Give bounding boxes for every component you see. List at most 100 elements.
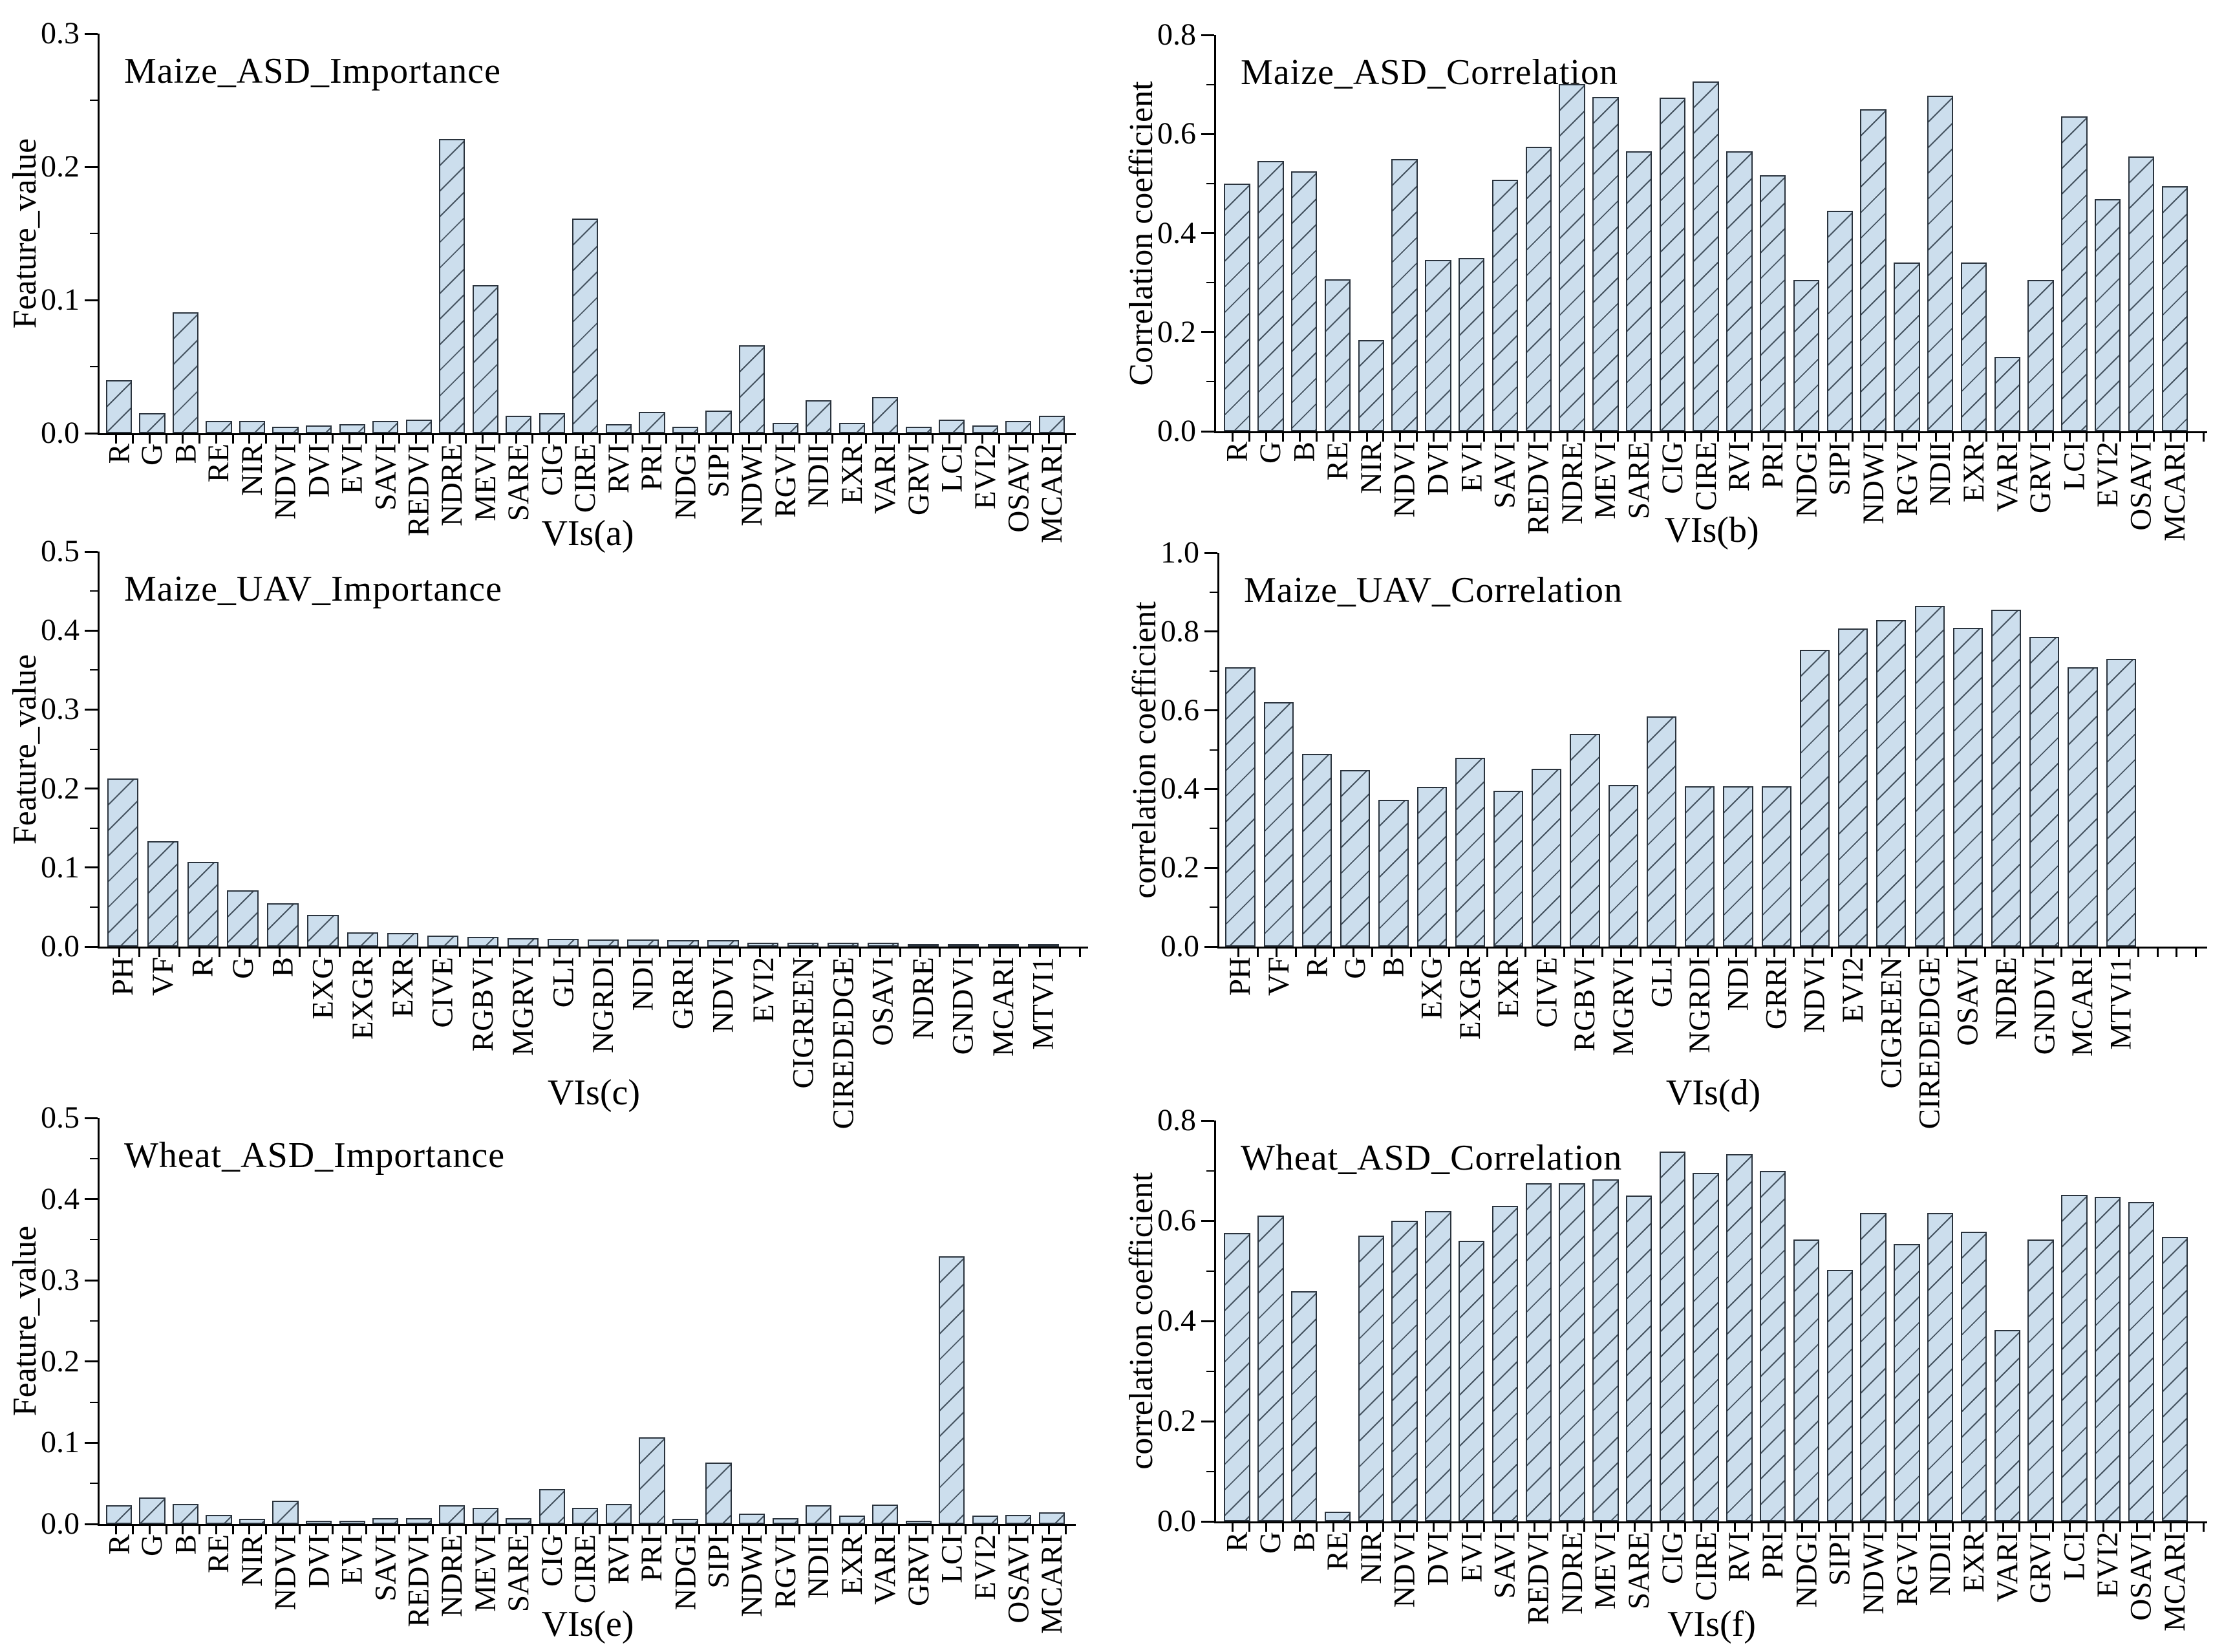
x-tick (115, 1524, 118, 1534)
x-tick (315, 433, 317, 444)
y-minor-tick (90, 233, 98, 234)
y-major-tick (1201, 430, 1214, 433)
x-tick (2099, 947, 2101, 957)
x-tick (431, 1524, 434, 1534)
y-major-tick (85, 945, 98, 948)
x-tick (2086, 431, 2088, 442)
bar-cive (427, 935, 459, 947)
x-tick (1482, 1521, 1485, 1532)
x-tick (1868, 431, 1870, 442)
bar-exr (839, 1516, 865, 1524)
y-major-tick (85, 1523, 98, 1525)
y-axis-line (98, 1118, 100, 1526)
y-tick-label: 0.5 (41, 534, 80, 568)
y-tick-label: 0.6 (1157, 1203, 1196, 1238)
x-axis-label: VIs(d) (1665, 1073, 1761, 1113)
y-tick-label: 0.8 (1157, 1103, 1196, 1137)
y-minor-tick (1206, 381, 1214, 383)
bar-mcari (1038, 1512, 1065, 1524)
x-tick (2169, 431, 2172, 442)
x-axis-line (1214, 1521, 2207, 1523)
bar-vari (1994, 357, 2020, 431)
y-tick-label: 0.2 (41, 771, 80, 806)
x-tick (2035, 1521, 2038, 1532)
x-tick (1951, 1521, 1954, 1532)
bar-mcari (2161, 186, 2188, 431)
x-tick (1449, 431, 1452, 442)
x-tick (1256, 947, 1259, 957)
x-tick (482, 433, 484, 444)
bar-osavi (2128, 1201, 2155, 1521)
bar-ndgi (672, 1519, 699, 1524)
x-tick (239, 947, 241, 957)
x-tick (2060, 947, 2063, 957)
bar-lci (2061, 1195, 2088, 1521)
x-tick (1601, 947, 1603, 957)
x-tick (781, 1524, 784, 1534)
x-tick (831, 1524, 834, 1534)
x-tick (1298, 1521, 1301, 1532)
x-tick (1817, 1521, 1820, 1532)
bar-g (1257, 161, 1284, 431)
x-tick (1717, 1521, 1720, 1532)
x-tick (1416, 1521, 1418, 1532)
x-tick (1678, 947, 1680, 957)
x-tick (1294, 947, 1297, 957)
y-major-tick (1201, 1520, 1214, 1523)
y-axis-label: correlation coefficient (1123, 1172, 1160, 1470)
bar-re (1324, 279, 1351, 431)
y-major-tick (85, 1117, 98, 1119)
x-tick (699, 947, 701, 957)
bar-gli (1646, 716, 1677, 947)
x-tick (979, 947, 981, 957)
bar-ndre (439, 1505, 465, 1524)
x-tick (465, 1524, 467, 1534)
x-tick (1850, 947, 1852, 957)
bar-gndvi (2029, 637, 2060, 947)
y-tick-label: 0.1 (41, 283, 80, 317)
x-tick (1633, 431, 1636, 442)
y-axis-line (1214, 1121, 1216, 1523)
bar-mtvi1 (1027, 944, 1059, 947)
x-tick (332, 433, 334, 444)
bar-vf (147, 841, 178, 947)
x-tick (1754, 947, 1757, 957)
x-tick (248, 1524, 251, 1534)
bar-cigreen (1876, 619, 1907, 947)
y-major-tick (85, 1198, 98, 1201)
x-tick (2086, 1521, 2088, 1532)
x-tick (1696, 947, 1699, 957)
bar-evi (1458, 1241, 1485, 1521)
bar-ndwi (738, 345, 765, 433)
x-tick (648, 433, 650, 444)
x-tick (2035, 431, 2038, 442)
x-tick (1773, 947, 1776, 957)
x-axis-label: VIs(f) (1667, 1604, 1756, 1644)
x-tick (182, 1524, 184, 1534)
bar-b (1291, 1291, 1318, 1521)
y-tick-label: 0.4 (1157, 1303, 1196, 1338)
y-minor-tick (90, 1239, 98, 1241)
bar-gndvi (947, 944, 979, 947)
x-tick (965, 1524, 967, 1534)
bar-ndii (806, 1505, 832, 1524)
y-axis-label: Feature_value (6, 654, 43, 844)
y-minor-tick (1206, 1470, 1214, 1472)
x-tick (1751, 431, 1753, 442)
y-minor-tick (1210, 749, 1217, 751)
x-tick (182, 433, 184, 444)
bar-cig (539, 1489, 565, 1524)
bar-sipi (1826, 1269, 1854, 1521)
bar-rvi (605, 1503, 632, 1524)
x-tick (365, 433, 367, 444)
y-major-tick (85, 1279, 98, 1282)
x-tick (531, 433, 534, 444)
x-tick (265, 433, 268, 444)
bar-rgbvi (1570, 733, 1600, 947)
plot-area: R G B RE NIR NDVI DVI EVI SAVI REDVI NDRE MEVI SARE C… (41, 1100, 1076, 1634)
x-tick (2119, 431, 2121, 442)
x-tick (1486, 947, 1489, 957)
y-minor-tick (90, 1320, 98, 1322)
